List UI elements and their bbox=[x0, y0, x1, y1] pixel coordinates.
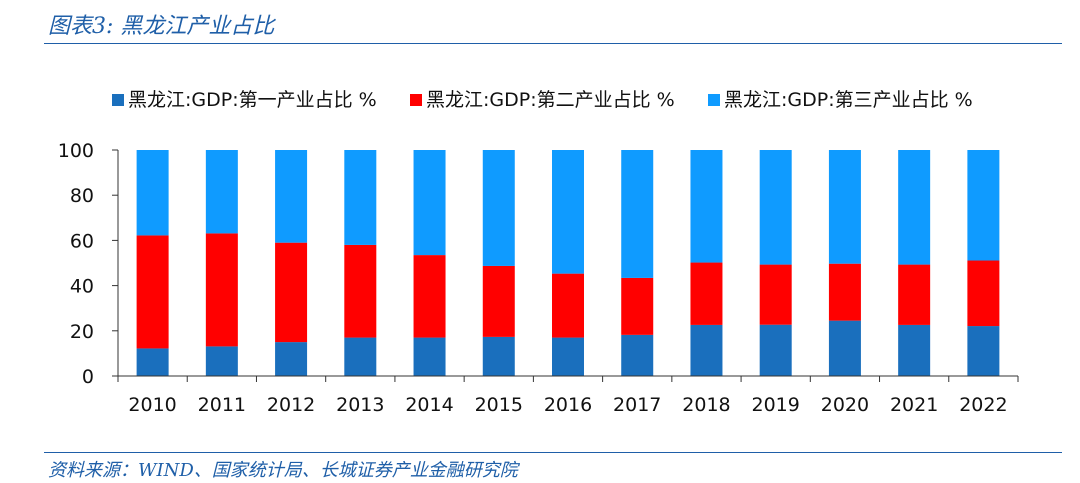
chart-title: 图表3: 黑龙江产业占比 bbox=[48, 14, 275, 39]
x-tick-label: 2016 bbox=[544, 394, 592, 416]
legend-swatch-2 bbox=[410, 94, 422, 106]
y-tick-label: 80 bbox=[70, 185, 94, 207]
legend-swatch-1 bbox=[112, 94, 124, 106]
bar-2012-series-2 bbox=[275, 242, 308, 343]
bar-2020-series-3 bbox=[828, 150, 861, 264]
legend: 黑龙江:GDP:第一产业占比 % 黑龙江:GDP:第二产业占比 % 黑龙江:GDP:… bbox=[112, 89, 973, 111]
bar-2011-series-2 bbox=[205, 233, 238, 347]
bar-2011-series-3 bbox=[205, 150, 238, 234]
bar-2018-series-2 bbox=[690, 262, 723, 325]
x-tick-label: 2015 bbox=[475, 394, 523, 416]
x-tick-label: 2013 bbox=[336, 394, 384, 416]
x-tick-label: 2020 bbox=[821, 394, 869, 416]
bar-2019-series-3 bbox=[759, 150, 792, 265]
bar-2022-series-1 bbox=[967, 326, 1000, 376]
y-axis: 0 20 40 60 80 100 bbox=[58, 140, 119, 388]
x-tick-label: 2021 bbox=[890, 394, 938, 416]
bar-2021-series-1 bbox=[898, 324, 931, 376]
y-tick-label: 100 bbox=[58, 140, 94, 162]
x-tick-label: 2017 bbox=[613, 394, 661, 416]
bar-2016-series-3 bbox=[552, 150, 584, 274]
bar-2016-series-1 bbox=[552, 337, 584, 376]
y-tick-label: 60 bbox=[70, 230, 94, 252]
x-tick-label: 2011 bbox=[198, 394, 246, 416]
bar-2018-series-3 bbox=[690, 150, 723, 263]
x-tick-label: 2019 bbox=[752, 394, 800, 416]
footer-rule bbox=[44, 452, 1062, 453]
bar-2012-series-3 bbox=[275, 150, 308, 243]
bar-2021-series-3 bbox=[898, 150, 931, 265]
bar-2011-series-1 bbox=[205, 346, 238, 376]
x-tick-label: 2018 bbox=[682, 394, 730, 416]
bar-2015-series-3 bbox=[482, 150, 515, 266]
bar-2013-series-3 bbox=[344, 150, 377, 245]
legend-label-3: 黑龙江:GDP:第三产业占比 % bbox=[724, 89, 973, 111]
bar-2014-series-3 bbox=[413, 150, 446, 256]
x-tick-label: 2014 bbox=[405, 394, 453, 416]
bar-2016-series-2 bbox=[552, 273, 584, 338]
bar-2014-series-2 bbox=[413, 255, 446, 338]
header-rule bbox=[44, 43, 1062, 44]
bar-2015-series-1 bbox=[482, 336, 515, 376]
x-tick-label: 2022 bbox=[959, 394, 1007, 416]
bar-2019-series-1 bbox=[759, 324, 792, 376]
x-axis: 2010 2011 2012 2013 2014 2015 2016 2017 2018 2019… bbox=[117, 375, 1019, 416]
bar-2019-series-2 bbox=[759, 264, 792, 325]
bars bbox=[136, 150, 1000, 376]
bar-2020-series-2 bbox=[828, 263, 861, 321]
bar-2017-series-2 bbox=[621, 277, 654, 335]
y-tick-label: 20 bbox=[70, 321, 94, 343]
bar-2018-series-1 bbox=[690, 324, 723, 376]
bar-2014-series-1 bbox=[413, 337, 446, 376]
legend-swatch-3 bbox=[708, 94, 720, 106]
bar-2013-series-1 bbox=[344, 337, 377, 376]
source-note: 资料来源：WIND、国家统计局、长城证券产业金融研究院 bbox=[48, 460, 518, 481]
bar-2010-series-2 bbox=[136, 235, 169, 349]
legend-label-1: 黑龙江:GDP:第一产业占比 % bbox=[128, 89, 377, 111]
y-tick-label: 0 bbox=[82, 366, 94, 388]
y-tick-label: 40 bbox=[70, 276, 94, 298]
bar-2020-series-1 bbox=[828, 320, 861, 376]
x-tick-label: 2010 bbox=[128, 394, 176, 416]
bar-2012-series-1 bbox=[275, 342, 308, 376]
x-tick-label: 2012 bbox=[267, 394, 315, 416]
bar-2010-series-3 bbox=[136, 150, 169, 236]
bar-2022-series-3 bbox=[967, 150, 1000, 261]
bar-2010-series-1 bbox=[136, 348, 169, 376]
stacked-bar-chart: 黑龙江:GDP:第一产业占比 % 黑龙江:GDP:第二产业占比 % 黑龙江:GDP:… bbox=[58, 89, 1019, 416]
bar-2015-series-2 bbox=[482, 265, 515, 337]
bar-2017-series-3 bbox=[621, 150, 654, 278]
bar-2022-series-2 bbox=[967, 260, 1000, 327]
bar-2013-series-2 bbox=[344, 244, 377, 338]
bar-2017-series-1 bbox=[621, 334, 654, 376]
bar-2021-series-2 bbox=[898, 264, 931, 325]
legend-label-2: 黑龙江:GDP:第二产业占比 % bbox=[426, 89, 675, 111]
